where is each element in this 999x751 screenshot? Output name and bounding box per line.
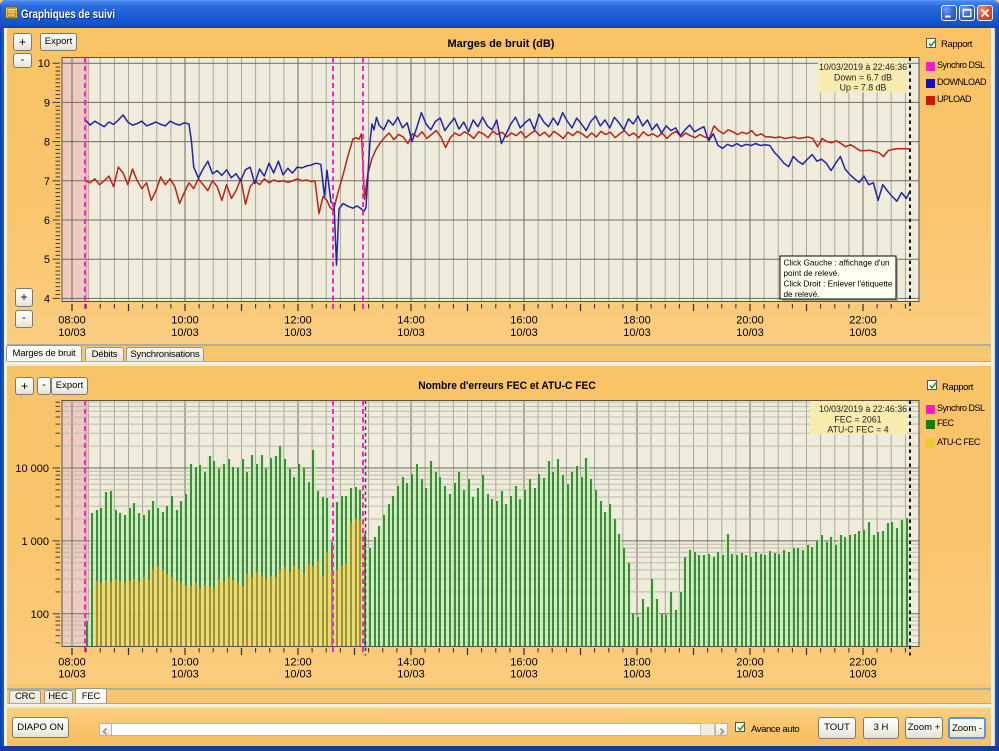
- svg-text:10/03: 10/03: [58, 669, 86, 681]
- svg-text:18:00: 18:00: [623, 657, 651, 669]
- svg-text:10 000: 10 000: [15, 463, 49, 475]
- svg-text:FEC = 2061: FEC = 2061: [834, 415, 881, 425]
- svg-text:Click Droit : Enlever l'étique: Click Droit : Enlever l'étiquette: [784, 280, 893, 289]
- svg-text:ATU-C FEC = 4: ATU-C FEC = 4: [827, 425, 888, 435]
- svg-text:5: 5: [44, 254, 50, 266]
- svg-text:20:00: 20:00: [736, 657, 764, 669]
- svg-text:1 000: 1 000: [21, 536, 49, 548]
- svg-text:14:00: 14:00: [397, 657, 425, 669]
- svg-text:20:00: 20:00: [736, 315, 764, 327]
- svg-text:10/03: 10/03: [849, 669, 877, 681]
- svg-text:10:00: 10:00: [171, 315, 199, 327]
- svg-text:Click Gauche : affichage d'un: Click Gauche : affichage d'un: [784, 259, 891, 268]
- svg-text:22:00: 22:00: [849, 315, 877, 327]
- svg-text:8: 8: [44, 137, 50, 149]
- svg-text:10:00: 10:00: [171, 657, 199, 669]
- svg-text:08:00: 08:00: [58, 657, 86, 669]
- svg-text:10/03: 10/03: [284, 327, 312, 339]
- svg-text:point de relevé.: point de relevé.: [784, 269, 840, 278]
- svg-text:10/03/2019 à 22:46:36: 10/03/2019 à 22:46:36: [819, 62, 907, 72]
- svg-text:10/03: 10/03: [284, 669, 312, 681]
- svg-text:4: 4: [44, 293, 50, 305]
- svg-text:14:00: 14:00: [397, 315, 425, 327]
- svg-text:10/03: 10/03: [623, 669, 651, 681]
- svg-text:de relevé.: de relevé.: [784, 290, 820, 299]
- svg-text:10/03: 10/03: [736, 327, 764, 339]
- svg-text:10/03: 10/03: [849, 327, 877, 339]
- svg-text:16:00: 16:00: [510, 657, 538, 669]
- svg-text:12:00: 12:00: [284, 315, 312, 327]
- svg-text:100: 100: [31, 609, 49, 621]
- svg-text:10/03: 10/03: [736, 669, 764, 681]
- svg-text:12:00: 12:00: [284, 657, 312, 669]
- svg-text:6: 6: [44, 215, 50, 227]
- svg-text:10/03: 10/03: [623, 327, 651, 339]
- svg-text:9: 9: [44, 97, 50, 109]
- svg-text:Up = 7.8 dB: Up = 7.8 dB: [840, 83, 887, 93]
- svg-text:10/03: 10/03: [510, 669, 538, 681]
- svg-text:22:00: 22:00: [849, 657, 877, 669]
- svg-text:10/03: 10/03: [510, 327, 538, 339]
- svg-text:10/03/2019 à 22:46:36: 10/03/2019 à 22:46:36: [819, 404, 907, 414]
- svg-text:10/03: 10/03: [171, 327, 199, 339]
- svg-text:10/03: 10/03: [397, 327, 425, 339]
- svg-text:Down = 6.7 dB: Down = 6.7 dB: [834, 73, 892, 83]
- svg-text:10/03: 10/03: [58, 327, 86, 339]
- svg-text:10/03: 10/03: [171, 669, 199, 681]
- svg-text:10/03: 10/03: [397, 669, 425, 681]
- svg-text:7: 7: [44, 176, 50, 188]
- svg-text:18:00: 18:00: [623, 315, 651, 327]
- svg-text:10: 10: [38, 58, 50, 70]
- svg-text:16:00: 16:00: [510, 315, 538, 327]
- svg-text:08:00: 08:00: [58, 315, 86, 327]
